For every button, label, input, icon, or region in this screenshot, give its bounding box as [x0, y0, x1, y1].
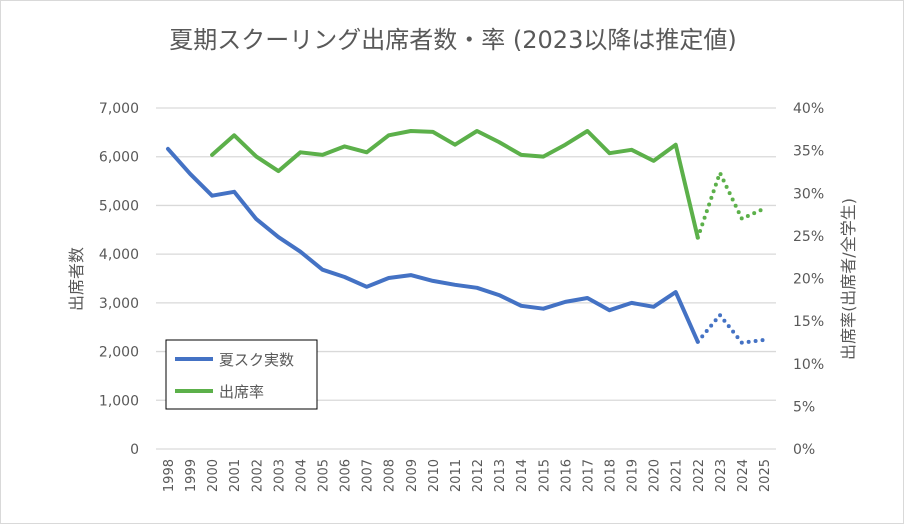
x-tick-label: 2025 — [758, 459, 773, 492]
x-tick-label: 2011 — [449, 459, 464, 492]
x-tick-label: 2023 — [714, 459, 729, 492]
x-tick-label: 1999 — [184, 459, 199, 492]
x-tick-label: 2006 — [339, 459, 354, 492]
y2-tick-label: 30% — [793, 186, 824, 202]
y-axis-label: 出席者数 — [67, 247, 86, 311]
x-tick-label: 2002 — [250, 459, 265, 492]
x-tick-label: 2013 — [493, 459, 508, 492]
series-line-0 — [168, 149, 698, 342]
y2-axis-label: 出席率(出席者/全学生) — [839, 198, 858, 360]
x-tick-label: 2004 — [294, 459, 309, 492]
y2-tick-label: 5% — [793, 399, 815, 415]
y-tick-label: 3,000 — [99, 296, 139, 312]
legend-label-rate: 出席率 — [219, 383, 264, 401]
y-tick-label: 5,000 — [99, 198, 139, 214]
y-tick-label: 2,000 — [99, 345, 139, 361]
legend: 夏スク実数 出席率 — [166, 340, 317, 409]
x-tick-label: 2018 — [603, 459, 618, 492]
x-tick-label: 2017 — [581, 459, 596, 492]
y2-tick-label: 35% — [793, 144, 824, 160]
series-estimate-line-0 — [698, 315, 764, 343]
x-tick-label: 2007 — [361, 459, 376, 492]
x-tick-label: 2001 — [228, 459, 243, 492]
y2-tick-label: 40% — [793, 101, 824, 117]
y2-tick-label: 15% — [793, 314, 824, 330]
x-tick-label: 2015 — [537, 459, 552, 492]
x-tick-label: 2024 — [736, 459, 751, 492]
x-tick-label: 2010 — [427, 459, 442, 492]
x-tick-label: 2003 — [272, 459, 287, 492]
x-tick-label: 1998 — [162, 459, 177, 492]
x-tick-label: 2016 — [559, 459, 574, 492]
y2-tick-label: 20% — [793, 272, 824, 288]
x-tick-label: 2014 — [515, 459, 530, 492]
x-tick-label: 2022 — [692, 459, 707, 492]
y-tick-label: 7,000 — [99, 101, 139, 117]
y2-tick-label: 25% — [793, 229, 824, 245]
x-tick-label: 2019 — [626, 459, 641, 492]
x-tick-label: 2012 — [471, 459, 486, 492]
x-tick-label: 2009 — [405, 459, 420, 492]
chart-title: 夏期スクーリング出席者数・率 (2023以降は推定値) — [169, 26, 736, 54]
x-tick-label: 2020 — [648, 459, 663, 492]
y-tick-label: 0 — [130, 442, 139, 458]
x-tick-label: 2005 — [317, 459, 332, 492]
y2-tick-label: 10% — [793, 357, 824, 373]
y2-tick-label: 0% — [793, 442, 815, 458]
series-line-1 — [212, 131, 698, 238]
y-tick-label: 1,000 — [99, 393, 139, 409]
x-tick-label: 2008 — [383, 459, 398, 492]
y-tick-label: 6,000 — [99, 150, 139, 166]
y-tick-label: 4,000 — [99, 247, 139, 263]
x-tick-label: 2021 — [670, 459, 685, 492]
x-tick-label: 2000 — [206, 459, 221, 492]
legend-label-count: 夏スク実数 — [219, 351, 294, 369]
